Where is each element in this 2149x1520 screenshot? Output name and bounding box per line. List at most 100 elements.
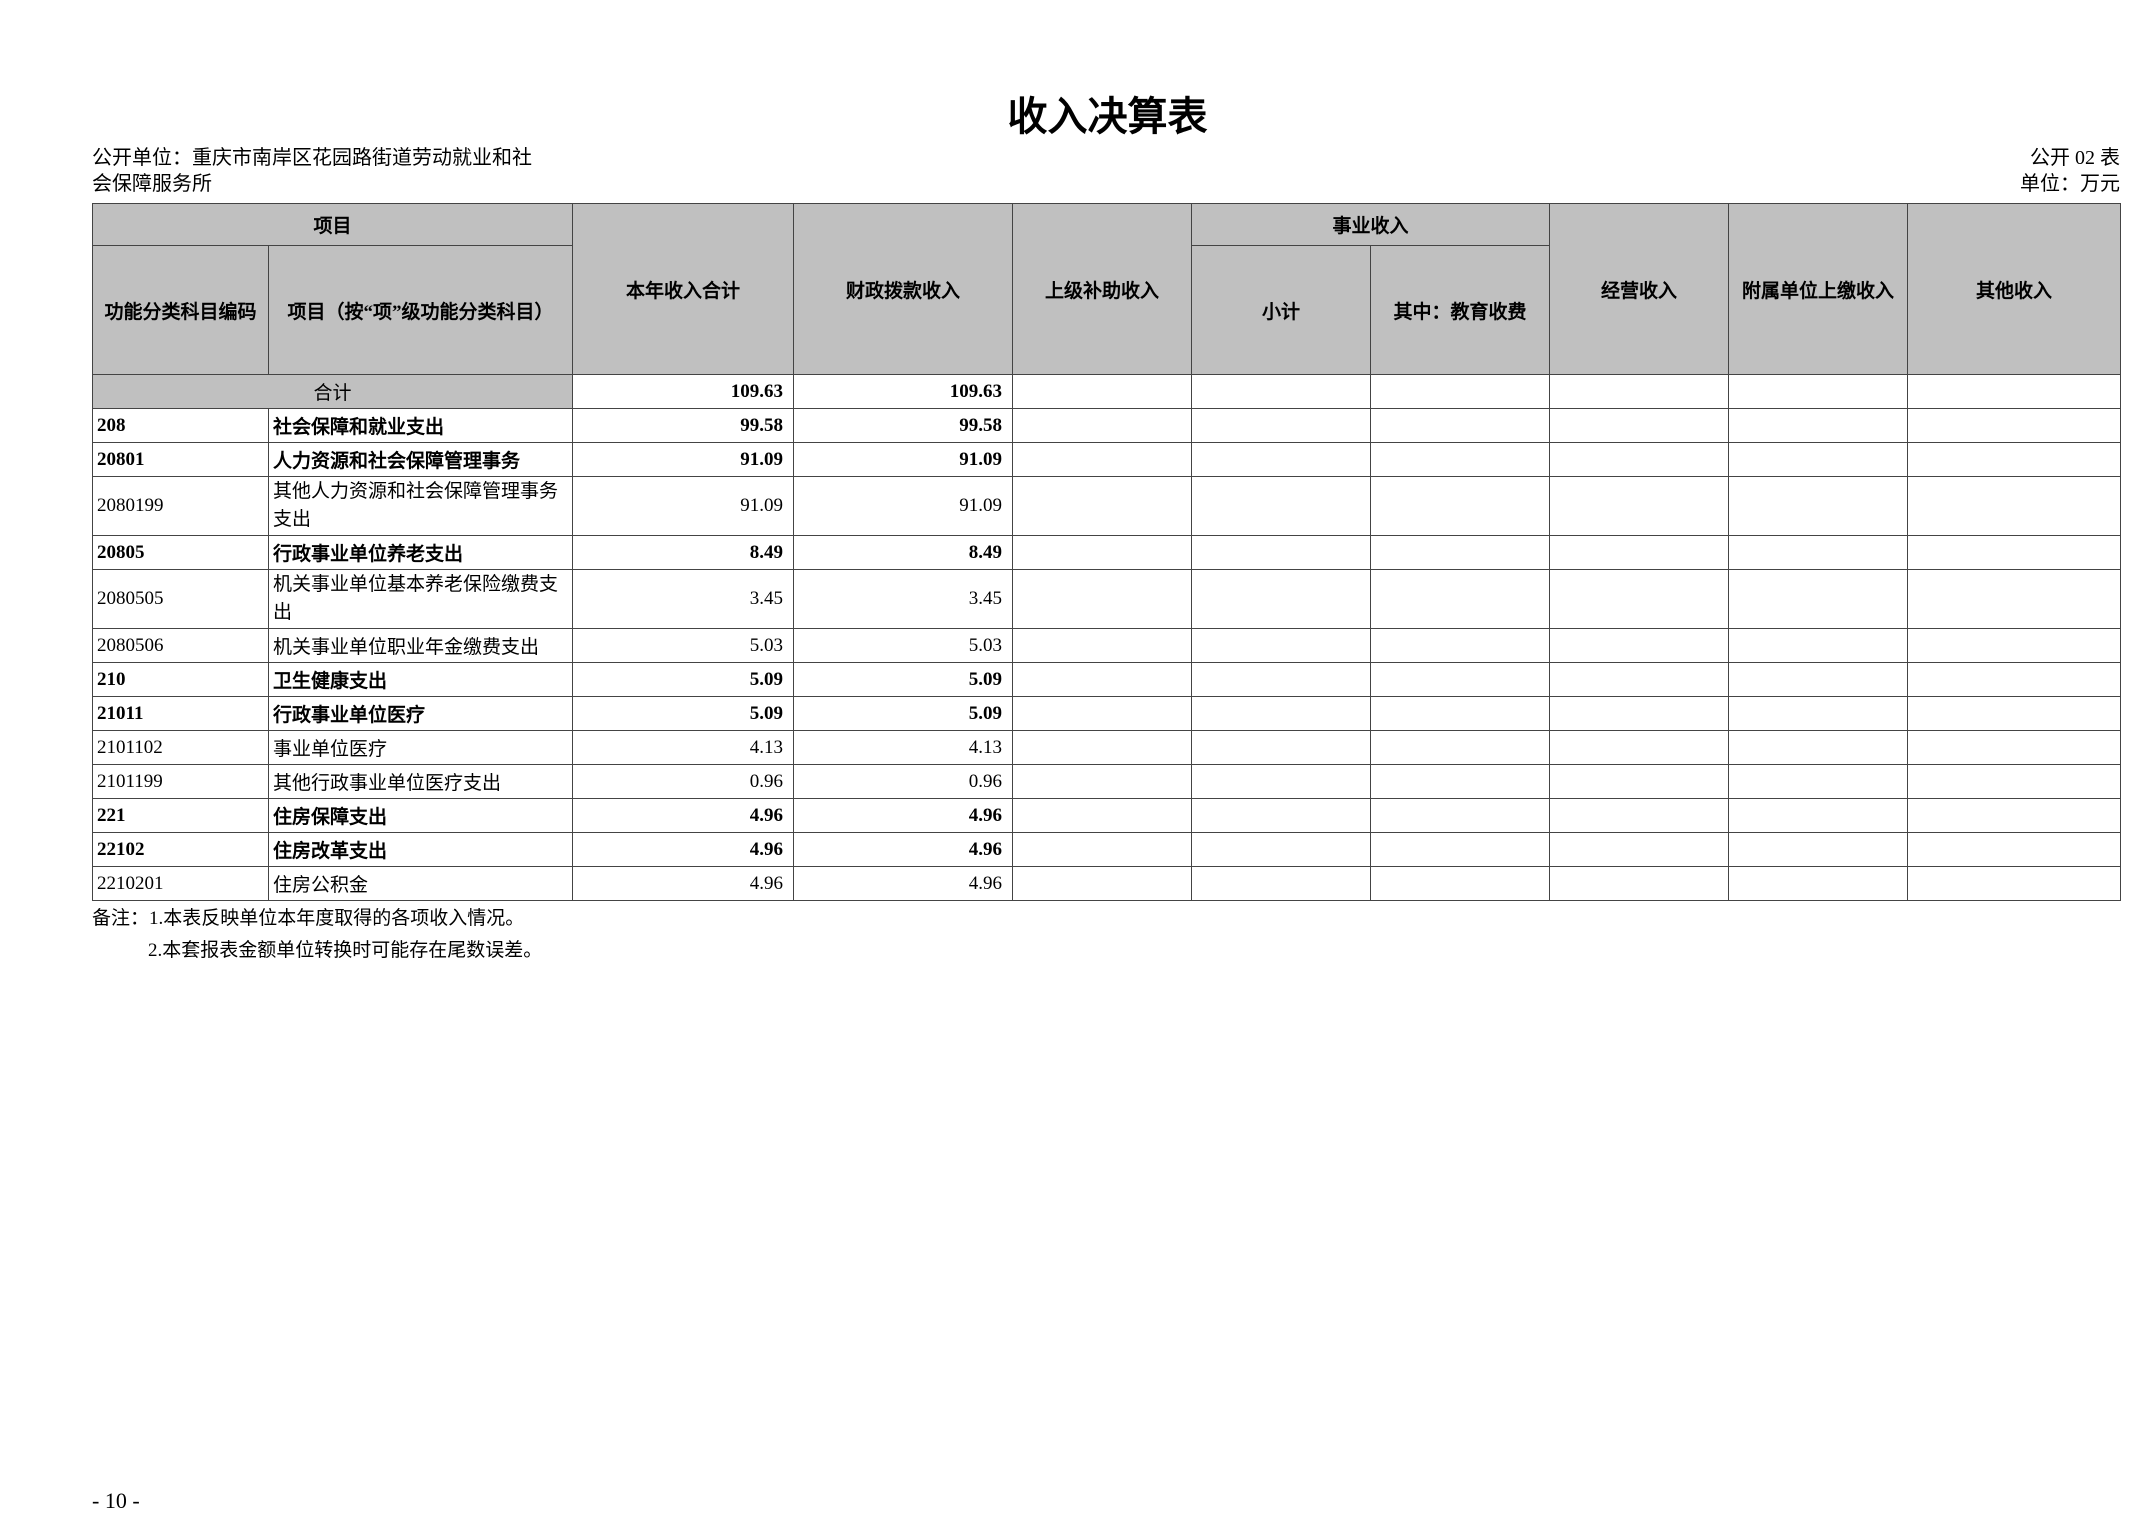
row-fiscal: 91.09 <box>793 476 1014 536</box>
row-name: 其他行政事业单位医疗支出 <box>267 764 574 799</box>
empty-cell <box>1370 408 1551 443</box>
total-amount: 109.63 <box>572 374 795 409</box>
table-meta: 公开 02 表 单位：万元 <box>2020 145 2120 197</box>
unit-name-line1: 公开单位：重庆市南岸区花园路街道劳动就业和社 <box>92 147 532 169</box>
table-row: 2080199 其他人力资源和社会保障管理事务支出 91.09 91.09 <box>92 476 2122 536</box>
empty-cell <box>1370 764 1551 799</box>
empty-cell <box>1549 662 1730 697</box>
row-name: 住房改革支出 <box>267 832 574 867</box>
header-superior: 上级补助收入 <box>1012 203 1193 375</box>
row-fiscal: 4.96 <box>793 832 1014 867</box>
empty-cell <box>1012 569 1193 629</box>
row-code: 20801 <box>92 442 269 477</box>
row-total: 4.96 <box>572 798 795 833</box>
header-education: 其中：教育收费 <box>1370 245 1551 375</box>
row-fiscal: 3.45 <box>793 569 1014 629</box>
table-row: 2080505 机关事业单位基本养老保险缴费支出 3.45 3.45 <box>92 569 2122 629</box>
empty-cell <box>1370 569 1551 629</box>
empty-cell <box>1191 569 1372 629</box>
row-code: 210 <box>92 662 269 697</box>
row-total: 4.96 <box>572 866 795 901</box>
header-career: 事业收入 <box>1191 203 1551 246</box>
header-operating: 经营收入 <box>1549 203 1730 375</box>
table-row: 20801 人力资源和社会保障管理事务 91.09 91.09 <box>92 442 2122 477</box>
row-total: 8.49 <box>572 535 795 570</box>
empty-cell <box>1191 730 1372 765</box>
row-fiscal: 4.96 <box>793 866 1014 901</box>
table-row: 2210201 住房公积金 4.96 4.96 <box>92 866 2122 901</box>
row-name: 行政事业单位养老支出 <box>267 535 574 570</box>
empty-cell <box>1191 662 1372 697</box>
row-fiscal: 8.49 <box>793 535 1014 570</box>
empty-cell <box>1012 866 1193 901</box>
row-code: 22102 <box>92 832 269 867</box>
empty-cell <box>1728 730 1909 765</box>
empty-cell <box>1191 535 1372 570</box>
empty-cell <box>1728 866 1909 901</box>
empty-cell <box>1191 476 1372 536</box>
empty-cell <box>1907 569 2122 629</box>
empty-cell <box>1549 476 1730 536</box>
row-code: 21011 <box>92 696 269 731</box>
row-fiscal: 5.03 <box>793 628 1014 663</box>
row-total: 91.09 <box>572 442 795 477</box>
empty-cell <box>1907 662 2122 697</box>
header-affiliated: 附属单位上缴收入 <box>1728 203 1909 375</box>
row-code: 221 <box>92 798 269 833</box>
row-code: 208 <box>92 408 269 443</box>
empty-cell <box>1907 476 2122 536</box>
empty-cell <box>1907 798 2122 833</box>
empty-cell <box>1728 662 1909 697</box>
note-1: 备注：1.本表反映单位本年度取得的各项收入情况。 <box>92 908 525 929</box>
empty-cell <box>1728 798 1909 833</box>
income-table: 项目 本年收入合计 财政拨款收入 上级补助收入 事业收入 经营收入 附属单位上缴… <box>91 203 2122 901</box>
notes: 备注：1.本表反映单位本年度取得的各项收入情况。 2.本套报表金额单位转换时可能… <box>92 903 2120 967</box>
row-name: 人力资源和社会保障管理事务 <box>267 442 574 477</box>
empty-cell <box>1728 442 1909 477</box>
row-fiscal: 5.09 <box>793 662 1014 697</box>
empty-cell <box>1728 535 1909 570</box>
empty-cell <box>1907 696 2122 731</box>
table-row: 2080506 机关事业单位职业年金缴费支出 5.03 5.03 <box>92 628 2122 663</box>
empty-cell <box>1370 662 1551 697</box>
header-project: 项目 <box>91 203 574 246</box>
row-total: 99.58 <box>572 408 795 443</box>
empty-cell <box>1191 696 1372 731</box>
empty-cell <box>1549 442 1730 477</box>
table-row: 221 住房保障支出 4.96 4.96 <box>92 798 2122 833</box>
empty-cell <box>1370 798 1551 833</box>
empty-cell <box>1191 408 1372 443</box>
row-name: 住房保障支出 <box>267 798 574 833</box>
table-row: 21011 行政事业单位医疗 5.09 5.09 <box>92 696 2122 731</box>
table-row: 208 社会保障和就业支出 99.58 99.58 <box>92 408 2122 443</box>
page-number: - 10 - <box>92 1488 140 1513</box>
empty-cell <box>1191 832 1372 867</box>
header-fiscal: 财政拨款收入 <box>793 203 1014 375</box>
empty-cell <box>1728 408 1909 443</box>
header-other: 其他收入 <box>1907 203 2122 375</box>
empty-cell <box>1907 730 2122 765</box>
empty-cell <box>1012 764 1193 799</box>
row-total: 5.03 <box>572 628 795 663</box>
row-code: 2080199 <box>92 476 269 536</box>
unit-name-line2: 会保障服务所 <box>92 173 212 195</box>
empty-cell <box>1549 408 1730 443</box>
empty-cell <box>1728 832 1909 867</box>
table-row: 22102 住房改革支出 4.96 4.96 <box>92 832 2122 867</box>
row-name: 住房公积金 <box>267 866 574 901</box>
main-content: 项目 本年收入合计 财政拨款收入 上级补助收入 事业收入 经营收入 附属单位上缴… <box>91 203 2122 967</box>
empty-cell <box>1370 628 1551 663</box>
empty-cell <box>1549 628 1730 663</box>
row-fiscal: 99.58 <box>793 408 1014 443</box>
empty-cell <box>1012 730 1193 765</box>
empty-cell <box>1907 628 2122 663</box>
total-fiscal: 109.63 <box>793 374 1014 409</box>
unit-name: 公开单位：重庆市南岸区花园路街道劳动就业和社 会保障服务所 <box>92 145 532 197</box>
row-name: 机关事业单位基本养老保险缴费支出 <box>267 569 574 629</box>
row-code: 2101199 <box>92 764 269 799</box>
empty-cell <box>1370 730 1551 765</box>
row-code: 20805 <box>92 535 269 570</box>
header-name: 项目（按“项”级功能分类科目） <box>267 245 574 375</box>
row-name: 卫生健康支出 <box>267 662 574 697</box>
row-fiscal: 4.13 <box>793 730 1014 765</box>
